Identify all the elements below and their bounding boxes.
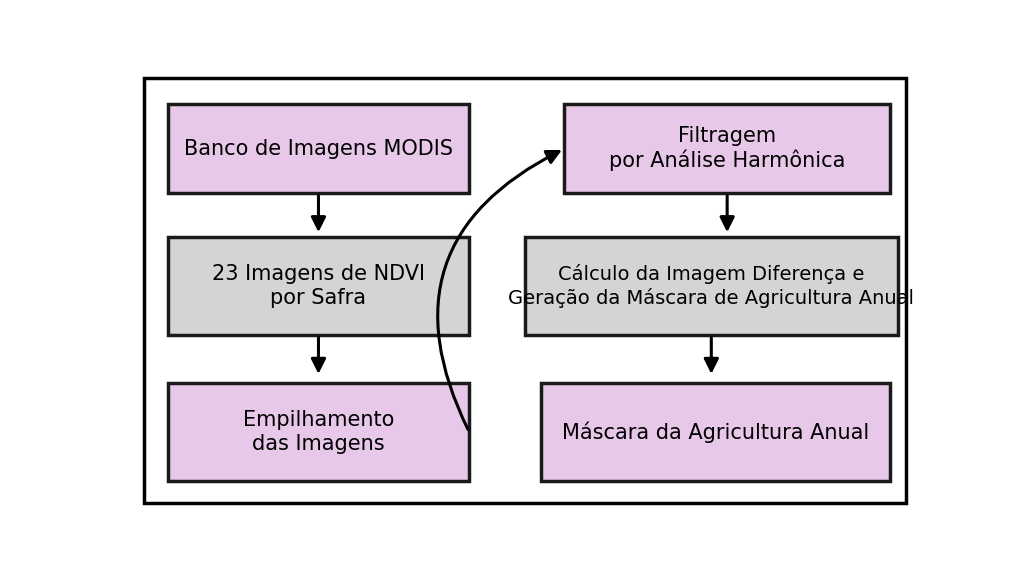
Text: Cálculo da Imagem Diferença e
Geração da Máscara de Agricultura Anual: Cálculo da Imagem Diferença e Geração da…: [508, 264, 914, 308]
Text: Filtragem
por Análise Harmônica: Filtragem por Análise Harmônica: [609, 126, 846, 171]
Bar: [524, 237, 898, 335]
Bar: [168, 237, 469, 335]
Bar: [168, 384, 469, 481]
Text: 23 Imagens de NDVI
por Safra: 23 Imagens de NDVI por Safra: [212, 264, 425, 308]
Bar: [168, 105, 469, 193]
Text: Máscara da Agricultura Anual: Máscara da Agricultura Anual: [561, 421, 869, 443]
Text: Banco de Imagens MODIS: Banco de Imagens MODIS: [184, 139, 453, 159]
Bar: [541, 384, 890, 481]
Bar: [564, 105, 890, 193]
FancyArrowPatch shape: [437, 151, 559, 430]
Text: Empilhamento
das Imagens: Empilhamento das Imagens: [243, 411, 394, 454]
